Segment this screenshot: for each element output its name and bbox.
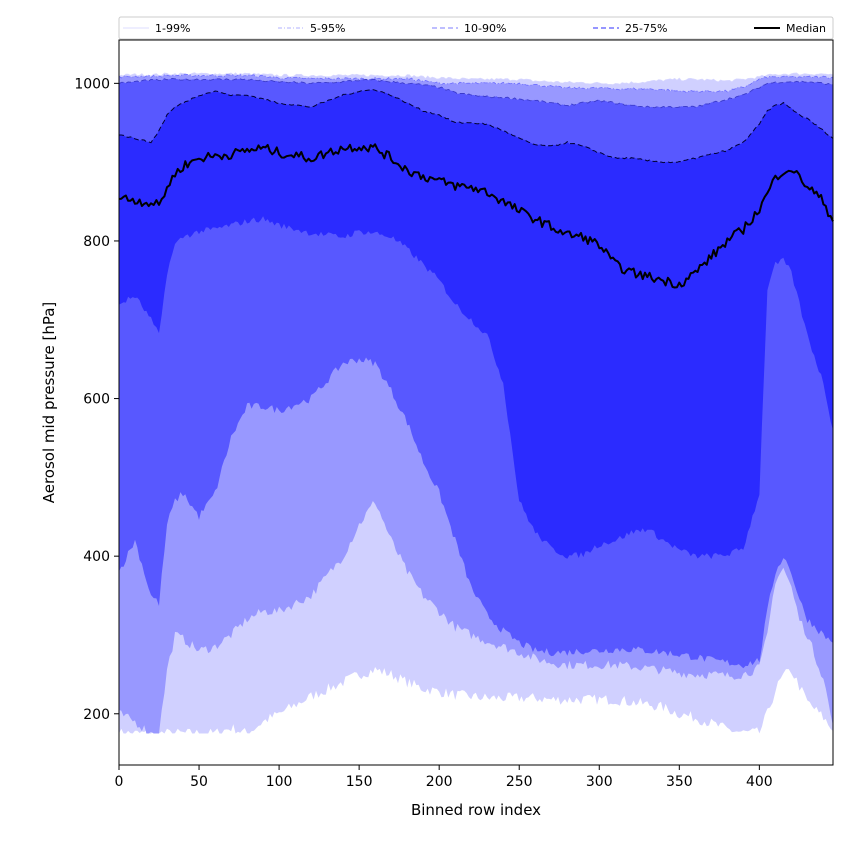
band-10-90-upper-edge — [118, 77, 834, 109]
band-25-75-upper-edge — [119, 89, 834, 164]
x-tick-label: 350 — [666, 774, 693, 790]
plot-frame — [118, 39, 834, 766]
legend-label-25-75: 25-75% — [625, 22, 667, 35]
legend-box — [118, 16, 834, 40]
x-tick-label: 300 — [586, 774, 613, 790]
legend-label-Median: Median — [786, 22, 826, 35]
x-tick-label: 150 — [346, 774, 373, 790]
y-tick-label: 400 — [83, 549, 110, 565]
band-edges-layer — [118, 72, 834, 164]
y-tick-label: 800 — [83, 234, 110, 250]
legend: 1-99% 5-95% 10-90% 25-75% Median — [118, 16, 834, 40]
bands-layer — [119, 72, 833, 734]
median-line — [118, 143, 834, 289]
x-tick-label: 100 — [266, 774, 293, 790]
x-tick-label: 50 — [190, 774, 208, 790]
x-tick-label: 400 — [746, 774, 773, 790]
y-ticks: 200 400 600 800 1000 — [74, 76, 119, 723]
y-tick-label: 600 — [83, 392, 110, 408]
median-layer — [118, 143, 834, 289]
y-tick-label: 1000 — [74, 76, 110, 92]
y-tick-label: 200 — [83, 707, 110, 723]
legend-label-5-95: 5-95% — [310, 22, 345, 35]
band-25-75-area — [119, 89, 833, 559]
x-tick-label: 250 — [506, 774, 533, 790]
x-axis-label: Binned row index — [411, 801, 541, 819]
band-1-99-upper-edge — [118, 72, 834, 85]
y-axis-label: Aerosol mid pressure [hPa] — [40, 302, 58, 504]
legend-label-1-99: 1-99% — [155, 22, 190, 35]
legend-label-10-90: 10-90% — [464, 22, 506, 35]
x-tick-label: 0 — [115, 774, 124, 790]
band-5-95-upper-edge — [118, 73, 834, 93]
x-ticks: 0 50 100 150 200 250 300 350 400 — [115, 765, 773, 790]
x-tick-label: 200 — [426, 774, 453, 790]
